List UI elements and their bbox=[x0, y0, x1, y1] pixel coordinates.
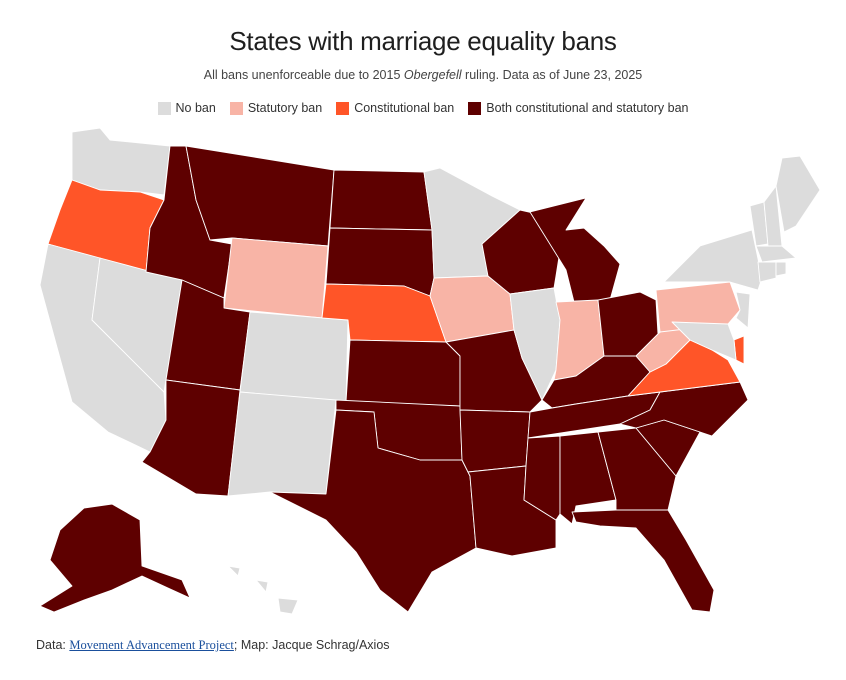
subtitle-prefix: All bans unenforceable due to 2015 bbox=[203, 68, 404, 82]
subtitle-suffix: ruling. Data as of June 23, 2025 bbox=[461, 68, 643, 82]
state-KS[interactable] bbox=[345, 339, 461, 407]
state-AR[interactable] bbox=[459, 409, 531, 473]
state-MT[interactable] bbox=[185, 145, 335, 247]
state-IL[interactable] bbox=[509, 287, 561, 401]
legend-swatch-statutory bbox=[229, 101, 243, 115]
legend: No ban Statutory ban Constitutional ban … bbox=[0, 101, 846, 115]
state-WY[interactable] bbox=[223, 237, 329, 319]
state-CO[interactable] bbox=[239, 311, 349, 403]
state-NC[interactable] bbox=[619, 381, 749, 437]
state-TX[interactable] bbox=[269, 409, 477, 613]
legend-label-none: No ban bbox=[175, 101, 216, 115]
legend-swatch-both bbox=[468, 101, 482, 115]
state-RI[interactable] bbox=[775, 261, 787, 277]
state-NM[interactable] bbox=[227, 391, 337, 497]
chart-subtitle: All bans unenforceable due to 2015 Oberg… bbox=[0, 68, 846, 82]
legend-swatch-constitutional bbox=[336, 101, 350, 115]
state-MD[interactable] bbox=[671, 321, 737, 361]
state-NJ[interactable] bbox=[735, 291, 751, 329]
state-ND[interactable] bbox=[329, 169, 433, 231]
legend-swatch-none bbox=[157, 101, 171, 115]
state-NY[interactable] bbox=[663, 229, 763, 291]
state-CT[interactable] bbox=[757, 261, 777, 283]
legend-item-constitutional: Constitutional ban bbox=[336, 101, 454, 115]
state-MA[interactable] bbox=[755, 245, 797, 263]
legend-label-both: Both constitutional and statutory ban bbox=[486, 101, 689, 115]
source-footer: Data: Movement Advancement Project; Map:… bbox=[36, 638, 390, 653]
legend-label-constitutional: Constitutional ban bbox=[354, 101, 455, 115]
state-MI[interactable] bbox=[529, 197, 621, 303]
legend-item-statutory: Statutory ban bbox=[229, 101, 323, 115]
state-HI[interactable] bbox=[227, 565, 299, 615]
us-map bbox=[39, 127, 821, 615]
legend-label-statutory: Statutory ban bbox=[247, 101, 323, 115]
state-FL[interactable] bbox=[571, 509, 715, 613]
state-ME[interactable] bbox=[775, 155, 821, 233]
chart-title: States with marriage equality bans bbox=[229, 26, 617, 56]
legend-item-both: Both constitutional and statutory ban bbox=[468, 101, 688, 115]
source-link[interactable]: Movement Advancement Project bbox=[69, 638, 234, 652]
state-PA[interactable] bbox=[655, 281, 741, 333]
state-AK[interactable] bbox=[39, 503, 191, 613]
legend-item-none: No ban bbox=[157, 101, 216, 115]
subtitle-italic: Obergefell bbox=[403, 68, 462, 82]
source-prefix: Data: bbox=[36, 638, 70, 652]
map-credit: ; Map: Jacque Schrag/Axios bbox=[233, 638, 390, 652]
